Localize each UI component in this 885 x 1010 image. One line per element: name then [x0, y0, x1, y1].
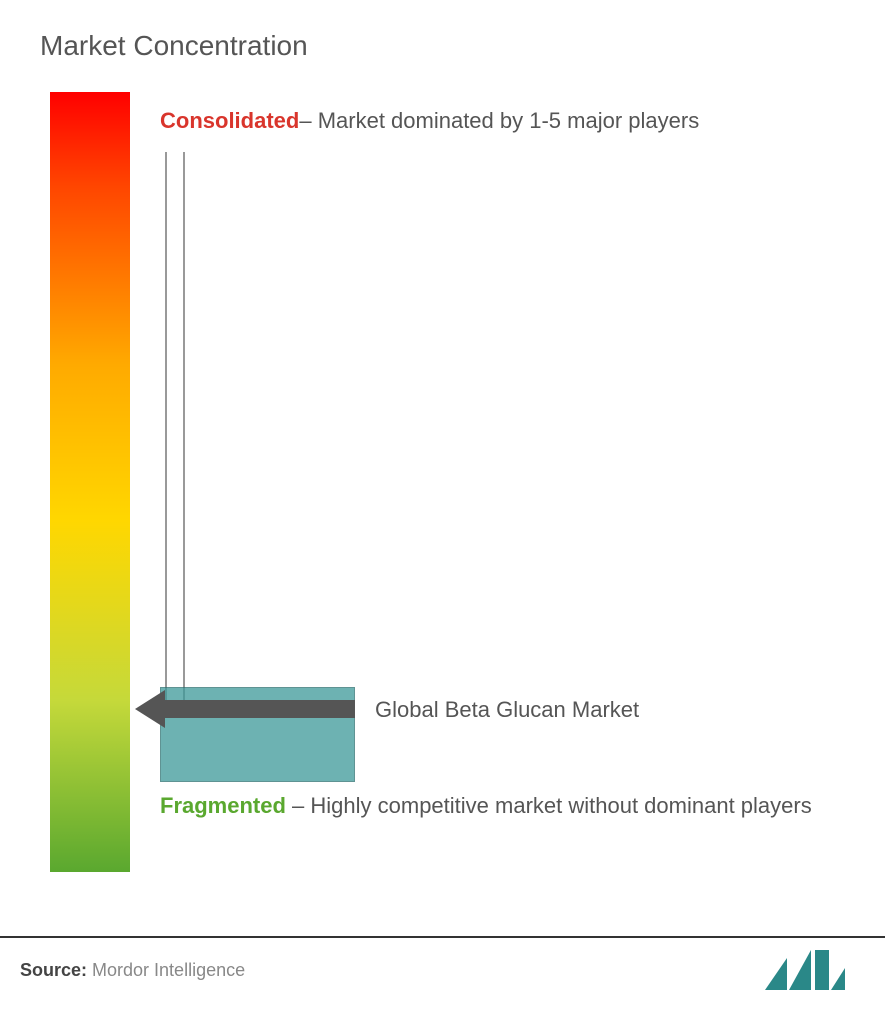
- source-text: Source: Mordor Intelligence: [20, 960, 245, 981]
- logo-svg: [765, 950, 845, 990]
- connector-lines: [165, 152, 185, 707]
- consolidated-keyword: Consolidated: [160, 108, 299, 133]
- consolidated-description: – Market dominated by 1-5 major players: [299, 108, 699, 133]
- connector-line-1: [165, 152, 167, 707]
- logo-icon: [765, 950, 845, 990]
- chart-container: Market Concentration Con: [0, 0, 885, 1010]
- marker-arrow-head: [135, 690, 165, 728]
- gradient-svg: [50, 92, 130, 872]
- chart-area: Consolidated– Market dominated by 1-5 ma…: [40, 92, 845, 912]
- chart-title: Market Concentration: [40, 30, 845, 62]
- footer: Source: Mordor Intelligence: [0, 936, 885, 990]
- marker-arrow-body: [160, 700, 355, 718]
- concentration-gradient-bar: [50, 92, 130, 872]
- source-name: Mordor Intelligence: [87, 960, 245, 980]
- fragmented-annotation: Fragmented – Highly competitive market w…: [160, 782, 825, 830]
- fragmented-description: – Highly competitive market without domi…: [286, 793, 812, 818]
- fragmented-keyword: Fragmented: [160, 793, 286, 818]
- annotations-area: Consolidated– Market dominated by 1-5 ma…: [130, 92, 845, 912]
- marker-label: Global Beta Glucan Market: [375, 697, 639, 723]
- consolidated-annotation: Consolidated– Market dominated by 1-5 ma…: [160, 97, 825, 145]
- source-prefix: Source:: [20, 960, 87, 980]
- connector-line-2: [183, 152, 185, 707]
